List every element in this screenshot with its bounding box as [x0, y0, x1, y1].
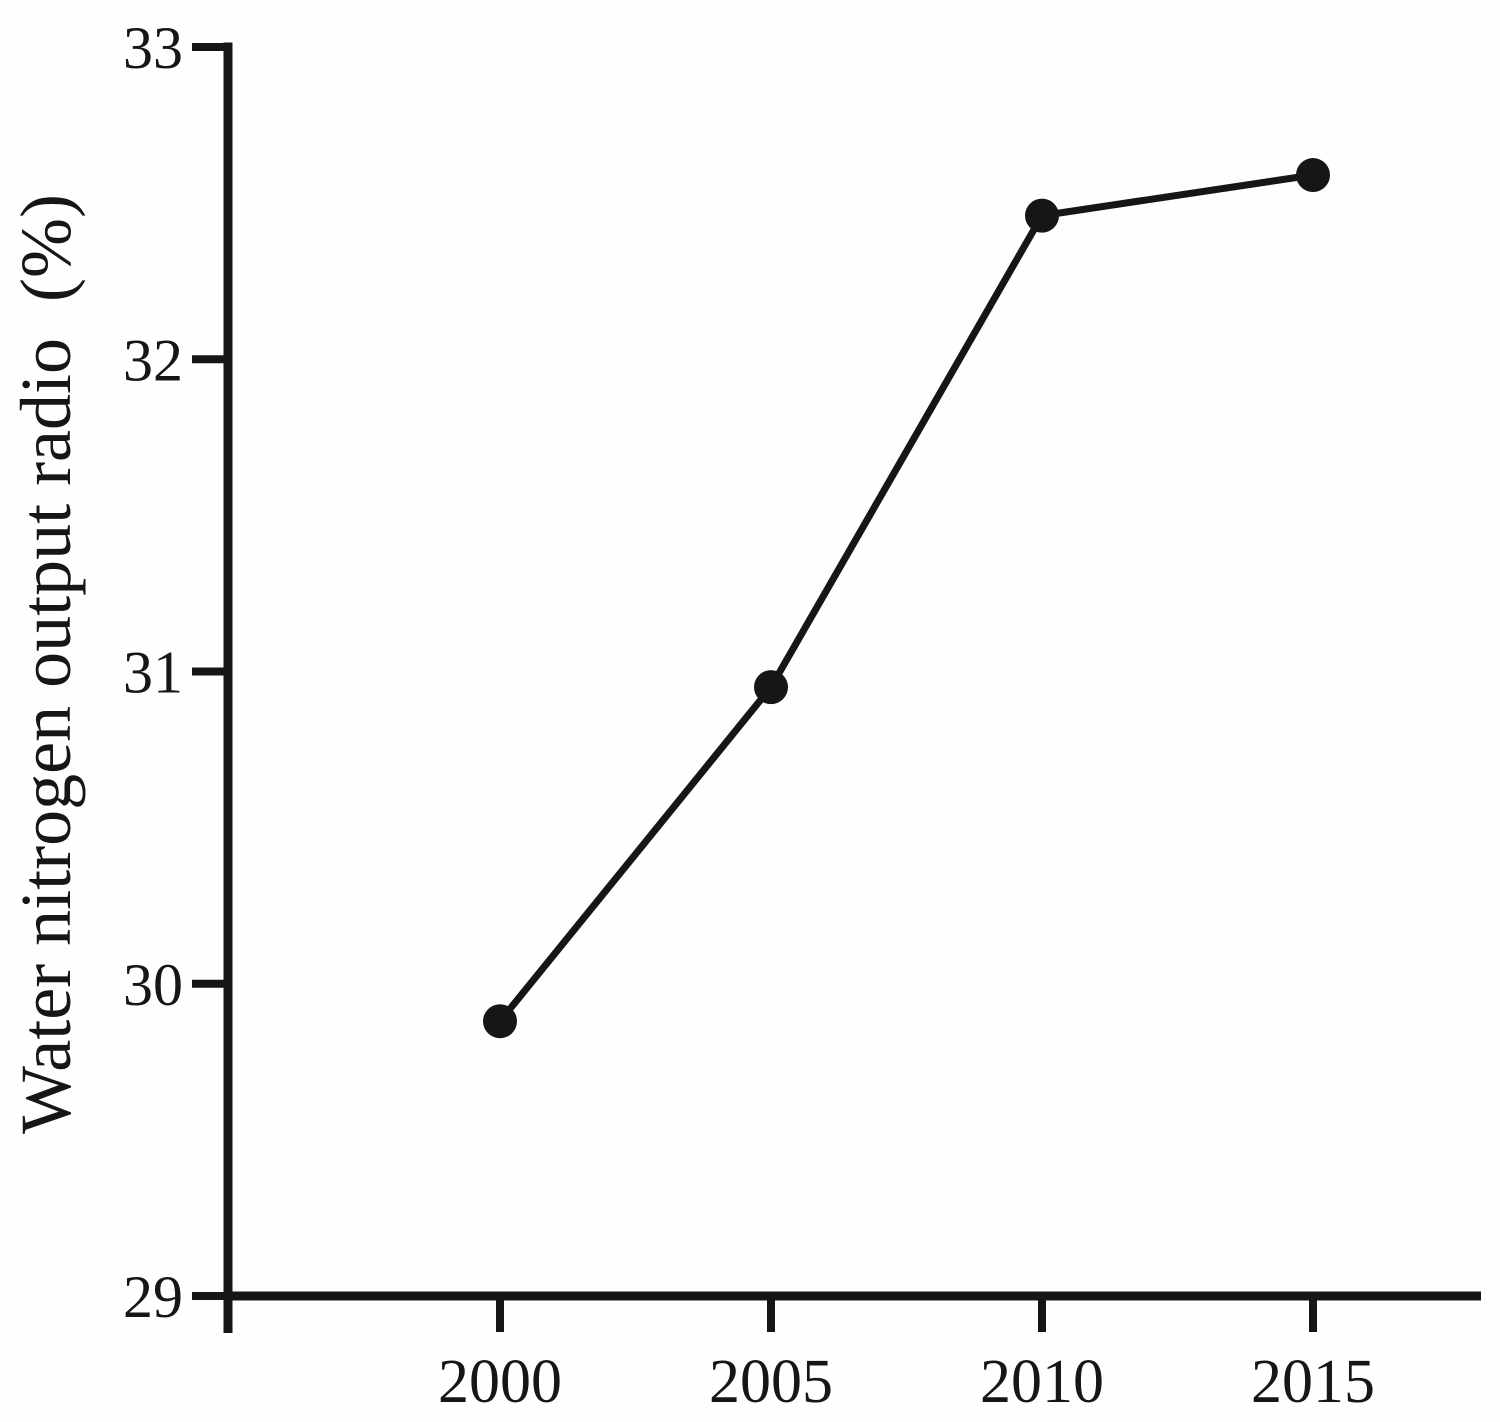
x-tick-label: 2005: [709, 1348, 833, 1416]
data-point: [754, 670, 788, 705]
y-tick-label: 29: [123, 1264, 183, 1330]
x-tick-label: 2000: [438, 1348, 562, 1416]
y-tick-label: 31: [123, 640, 183, 706]
y-tick-label: 32: [123, 327, 183, 393]
axes-layer: [192, 42, 1481, 1333]
y-axis-label: Water nitrogen output radio (%): [6, 194, 86, 1134]
data-point: [483, 1004, 517, 1039]
data-series-layer: [483, 158, 1330, 1039]
data-point: [1025, 198, 1059, 233]
data-line: [497, 171, 1314, 1024]
data-point: [1296, 158, 1330, 193]
x-tick-label: 2010: [980, 1348, 1104, 1416]
x-tick-label: 2015: [1251, 1348, 1375, 1416]
y-tick-label: 33: [123, 15, 183, 81]
y-tick-label: 30: [123, 952, 183, 1018]
tick-labels-layer: 29 30 31 32 33 2000 2005 2010 2015: [123, 15, 1375, 1416]
